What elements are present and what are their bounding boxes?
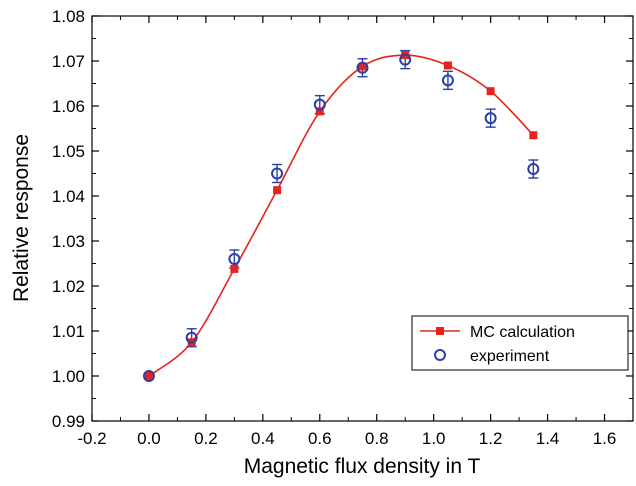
legend: MC calculation experiment	[411, 315, 629, 371]
y-tick-label: 0.99	[52, 412, 85, 431]
y-tick-label: 1.05	[52, 142, 85, 161]
x-axis-title: Magnetic flux density in T	[244, 455, 481, 478]
experiment-point	[441, 74, 454, 87]
experiment-point	[313, 98, 326, 111]
x-tick-label: 0.0	[137, 429, 161, 448]
mc-calculation-point	[443, 61, 452, 70]
mc-calculation-point	[144, 372, 153, 380]
x-tick-label: 0.4	[251, 429, 275, 448]
mc-calculation-point	[486, 87, 495, 96]
y-tick-label: 1.03	[52, 232, 85, 251]
x-tick-label: 0.8	[365, 429, 389, 448]
mc-calculation-point	[273, 186, 282, 195]
legend-mc-marker	[436, 327, 444, 335]
series-layer	[142, 49, 540, 382]
y-axis-title: Relative response	[10, 134, 33, 302]
x-tick-label: 1.0	[422, 429, 446, 448]
x-axis-ticks: -0.2 0.0 0.2 0.4 0.6 0.8 1.0 1.2 1.4 1.6	[77, 16, 616, 448]
x-tick-label: 1.2	[479, 429, 503, 448]
y-tick-label: 1.00	[52, 367, 85, 386]
experiment-point	[228, 253, 241, 265]
experiment-point	[271, 167, 284, 180]
mc-calculation-point	[358, 62, 367, 71]
x-tick-label: 1.6	[593, 429, 617, 448]
experiment-point	[185, 331, 198, 344]
experiment-point	[484, 112, 497, 125]
y-tick-label: 1.02	[52, 277, 85, 296]
mc-calculation-point	[529, 131, 538, 140]
legend-box	[411, 315, 629, 371]
y-tick-label: 1.04	[52, 187, 85, 206]
legend-experiment-label: experiment	[470, 348, 550, 365]
experiment-point	[142, 370, 155, 382]
experiment-point	[399, 53, 412, 66]
mc-calculation-point	[230, 264, 239, 273]
y-tick-label: 1.01	[52, 322, 85, 341]
experiment-point	[356, 61, 369, 74]
x-tick-label: 1.4	[536, 429, 560, 448]
y-tick-label: 1.08	[52, 7, 85, 26]
mc-calculation-point	[315, 107, 324, 116]
y-axis-ticks: 0.99 1.00 1.01 1.02 1.03 1.04 1.05 1.06 1.07 1.08	[52, 7, 633, 431]
y-tick-label: 1.07	[52, 52, 85, 71]
x-tick-label: 0.2	[194, 429, 218, 448]
x-tick-label: -0.2	[77, 429, 106, 448]
x-tick-label: 0.6	[308, 429, 332, 448]
legend-experiment-marker	[434, 349, 446, 361]
experiment-point	[527, 163, 540, 175]
legend-mc-label: MC calculation	[470, 324, 575, 341]
y-tick-label: 1.06	[52, 97, 85, 116]
